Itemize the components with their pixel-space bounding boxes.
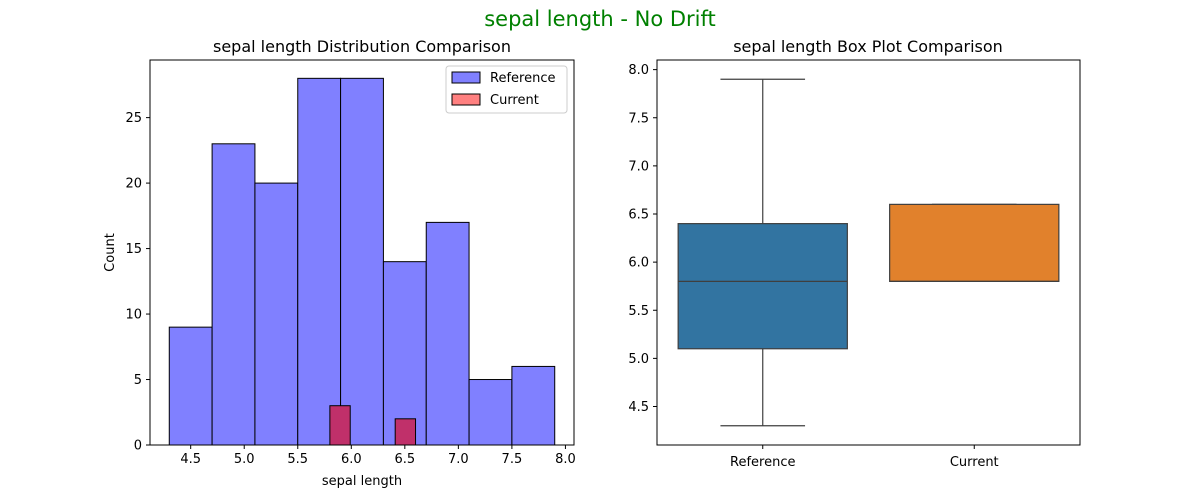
histogram-axes-frame xyxy=(149,59,575,446)
reference-bar-3 xyxy=(297,77,342,446)
box-y-tick-label-3: 6.0 xyxy=(628,256,649,271)
legend-label-current: Current xyxy=(490,93,539,108)
current-bar-0 xyxy=(329,405,351,446)
box-body-0 xyxy=(677,223,848,350)
box-plot-axes-frame xyxy=(656,59,1081,446)
histogram-y-label: Count xyxy=(103,233,118,272)
box-body-1 xyxy=(889,203,1060,282)
histogram-title: sepal length Distribution Comparison xyxy=(213,37,511,56)
histogram-x-ticks: 4.5 5.0 5.5 6.0 6.5 7.0 7.5 8.0 xyxy=(180,445,576,467)
box-y-tick-label-1: 5.0 xyxy=(628,352,649,367)
histogram-legend: Reference Current xyxy=(445,65,568,114)
reference-bar-8 xyxy=(511,365,556,446)
box-plot-y-ticks: 4.5 5.0 5.5 6.0 6.5 7.0 7.5 8.0 xyxy=(628,63,657,415)
box-x-tick-label-1: Current xyxy=(950,455,999,470)
box-y-tick-label-5: 7.0 xyxy=(628,159,649,174)
reference-bar-6 xyxy=(425,221,470,446)
histogram-x-label: sepal length xyxy=(322,474,402,489)
histogram-y-tick-label-0: 0 xyxy=(134,439,142,454)
reference-bar-0 xyxy=(168,326,213,446)
reference-bar-5 xyxy=(382,261,427,446)
histogram-y-tick-label-1: 5 xyxy=(134,373,142,388)
legend-swatch-current xyxy=(451,93,481,106)
box-y-tick-label-0: 4.5 xyxy=(628,400,649,415)
histogram-plot: sepal length Distribution Comparison 4.5… xyxy=(103,37,576,489)
box-x-tick-label-0: Reference xyxy=(730,455,795,470)
legend-swatch-reference xyxy=(451,71,481,84)
current-bar-1 xyxy=(394,418,417,446)
legend-label-reference: Reference xyxy=(490,71,555,86)
box-y-tick-label-7: 8.0 xyxy=(628,63,649,78)
histogram-x-tick-label-1: 5.0 xyxy=(234,452,255,467)
reference-bar-7 xyxy=(468,379,513,446)
histogram-y-ticks: 0 5 10 15 20 25 xyxy=(125,111,150,454)
reference-bar-1 xyxy=(211,143,256,446)
histogram-y-tick-label-2: 10 xyxy=(125,308,142,323)
box-plot-title: sepal length Box Plot Comparison xyxy=(733,37,1003,56)
box-y-tick-label-4: 6.5 xyxy=(628,208,649,223)
histogram-x-tick-label-5: 7.0 xyxy=(448,452,469,467)
box-y-tick-label-2: 5.5 xyxy=(628,304,649,319)
box-y-tick-label-6: 7.5 xyxy=(628,111,649,126)
box-plot-x-ticks: Reference Current xyxy=(730,445,999,470)
histogram-bars xyxy=(168,77,556,446)
histogram-y-tick-label-3: 15 xyxy=(125,242,142,257)
histogram-y-tick-label-4: 20 xyxy=(125,177,142,192)
histogram-x-tick-label-6: 7.5 xyxy=(502,452,523,467)
histogram-x-tick-label-2: 5.5 xyxy=(287,452,308,467)
reference-bar-4 xyxy=(340,77,384,446)
box-plot-boxes xyxy=(677,78,1060,427)
box-plot: sepal length Box Plot Comparison Referen… xyxy=(628,37,1081,470)
histogram-y-tick-label-5: 25 xyxy=(125,111,142,126)
histogram-x-tick-label-4: 6.5 xyxy=(394,452,415,467)
figure-suptitle: sepal length - No Drift xyxy=(484,7,716,31)
histogram-x-tick-label-0: 4.5 xyxy=(180,452,201,467)
histogram-x-tick-label-7: 8.0 xyxy=(555,452,576,467)
histogram-x-tick-label-3: 6.0 xyxy=(341,452,362,467)
reference-bar-2 xyxy=(254,182,299,446)
